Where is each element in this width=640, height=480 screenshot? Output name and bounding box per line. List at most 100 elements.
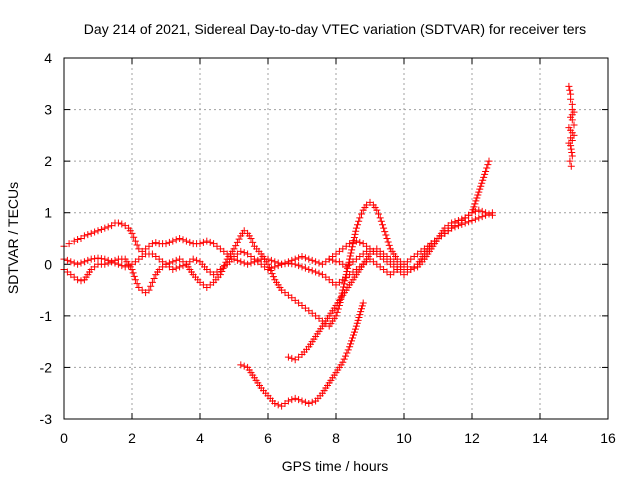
- data-point: [448, 224, 456, 232]
- data-point: [63, 256, 71, 264]
- data-point: [566, 86, 574, 94]
- data-point: [471, 200, 479, 208]
- data-point: [568, 152, 576, 160]
- data-point: [298, 397, 306, 405]
- data-point: [77, 259, 85, 267]
- data-point: [358, 210, 365, 218]
- data-point: [189, 255, 197, 263]
- data-point: [237, 258, 245, 266]
- data-point: [295, 262, 303, 270]
- data-point: [570, 121, 578, 129]
- data-point: [274, 262, 282, 270]
- data-point: [566, 157, 574, 165]
- data-point: [376, 214, 384, 222]
- data-point: [325, 255, 333, 263]
- data-point: [469, 206, 477, 214]
- data-point: [84, 231, 92, 239]
- data-point: [567, 145, 575, 153]
- plot-frame: [63, 57, 609, 420]
- data-point: [233, 256, 241, 264]
- data-point: [358, 305, 365, 313]
- data-point: [284, 258, 292, 266]
- data-point: [203, 237, 211, 245]
- data-point: [461, 219, 469, 227]
- data-point: [305, 265, 313, 273]
- data-point: [354, 316, 362, 324]
- y-tick-label: -2: [40, 359, 53, 375]
- data-point: [97, 225, 105, 233]
- x-tick-label: 4: [196, 430, 204, 446]
- y-tick-label: 1: [44, 205, 52, 221]
- data-series: [325, 245, 374, 271]
- data-point: [478, 213, 486, 221]
- data-point: [111, 259, 119, 267]
- data-point: [342, 274, 350, 282]
- data-point: [355, 313, 363, 321]
- data-point: [485, 210, 493, 218]
- data-point: [478, 179, 486, 187]
- data-point: [176, 263, 184, 271]
- data-point: [344, 346, 352, 354]
- data-point: [346, 343, 354, 351]
- data-point: [230, 245, 238, 253]
- data-point: [91, 255, 99, 263]
- data-point: [356, 214, 364, 222]
- data-point: [114, 260, 122, 268]
- data-point: [485, 157, 493, 165]
- data-point: [301, 254, 309, 262]
- data-point: [172, 264, 180, 272]
- data-point: [472, 197, 480, 205]
- data-point: [87, 229, 95, 237]
- data-point: [373, 206, 381, 214]
- data-point: [351, 325, 359, 333]
- data-point: [104, 223, 112, 231]
- data-point: [329, 256, 337, 264]
- data-point: [346, 240, 354, 248]
- data-point: [284, 397, 292, 405]
- data-point: [384, 238, 392, 246]
- data-point: [94, 227, 102, 235]
- data-point: [118, 262, 126, 270]
- data-point: [193, 256, 201, 264]
- data-series: [60, 206, 496, 289]
- data-point: [342, 352, 350, 360]
- data-point: [567, 95, 575, 103]
- data-point: [451, 223, 459, 231]
- data-point: [150, 274, 158, 282]
- grid-lines: [64, 58, 608, 419]
- data-series: [565, 82, 578, 170]
- x-axis-label: GPS time / hours: [282, 458, 389, 474]
- data-point: [235, 235, 243, 243]
- data-point: [179, 262, 187, 270]
- data-point: [118, 220, 126, 228]
- data-point: [305, 400, 313, 408]
- data-point: [278, 260, 286, 268]
- y-tick-label: -3: [40, 411, 53, 427]
- data-point: [291, 255, 299, 263]
- data-point: [474, 191, 482, 199]
- data-point: [567, 142, 575, 150]
- data-point: [281, 259, 289, 267]
- data-point: [301, 264, 309, 272]
- data-point: [458, 220, 466, 228]
- data-point: [475, 188, 483, 196]
- data-point: [465, 218, 473, 226]
- data-point: [349, 334, 357, 342]
- data-point: [305, 255, 313, 263]
- data-point: [308, 398, 316, 406]
- data-point: [347, 340, 355, 348]
- data-point: [233, 238, 241, 246]
- data-point: [240, 249, 248, 257]
- data-point: [356, 311, 364, 319]
- data-point: [271, 263, 279, 271]
- data-point: [182, 237, 190, 245]
- data-point: [470, 203, 478, 211]
- chart-title: Day 214 of 2021, Sidereal Day-to-day VTE…: [84, 21, 586, 37]
- data-point: [353, 319, 361, 327]
- data-point: [196, 240, 204, 248]
- data-point: [352, 237, 360, 245]
- data-point: [206, 238, 214, 246]
- data-point: [264, 265, 272, 273]
- data-point: [267, 264, 275, 272]
